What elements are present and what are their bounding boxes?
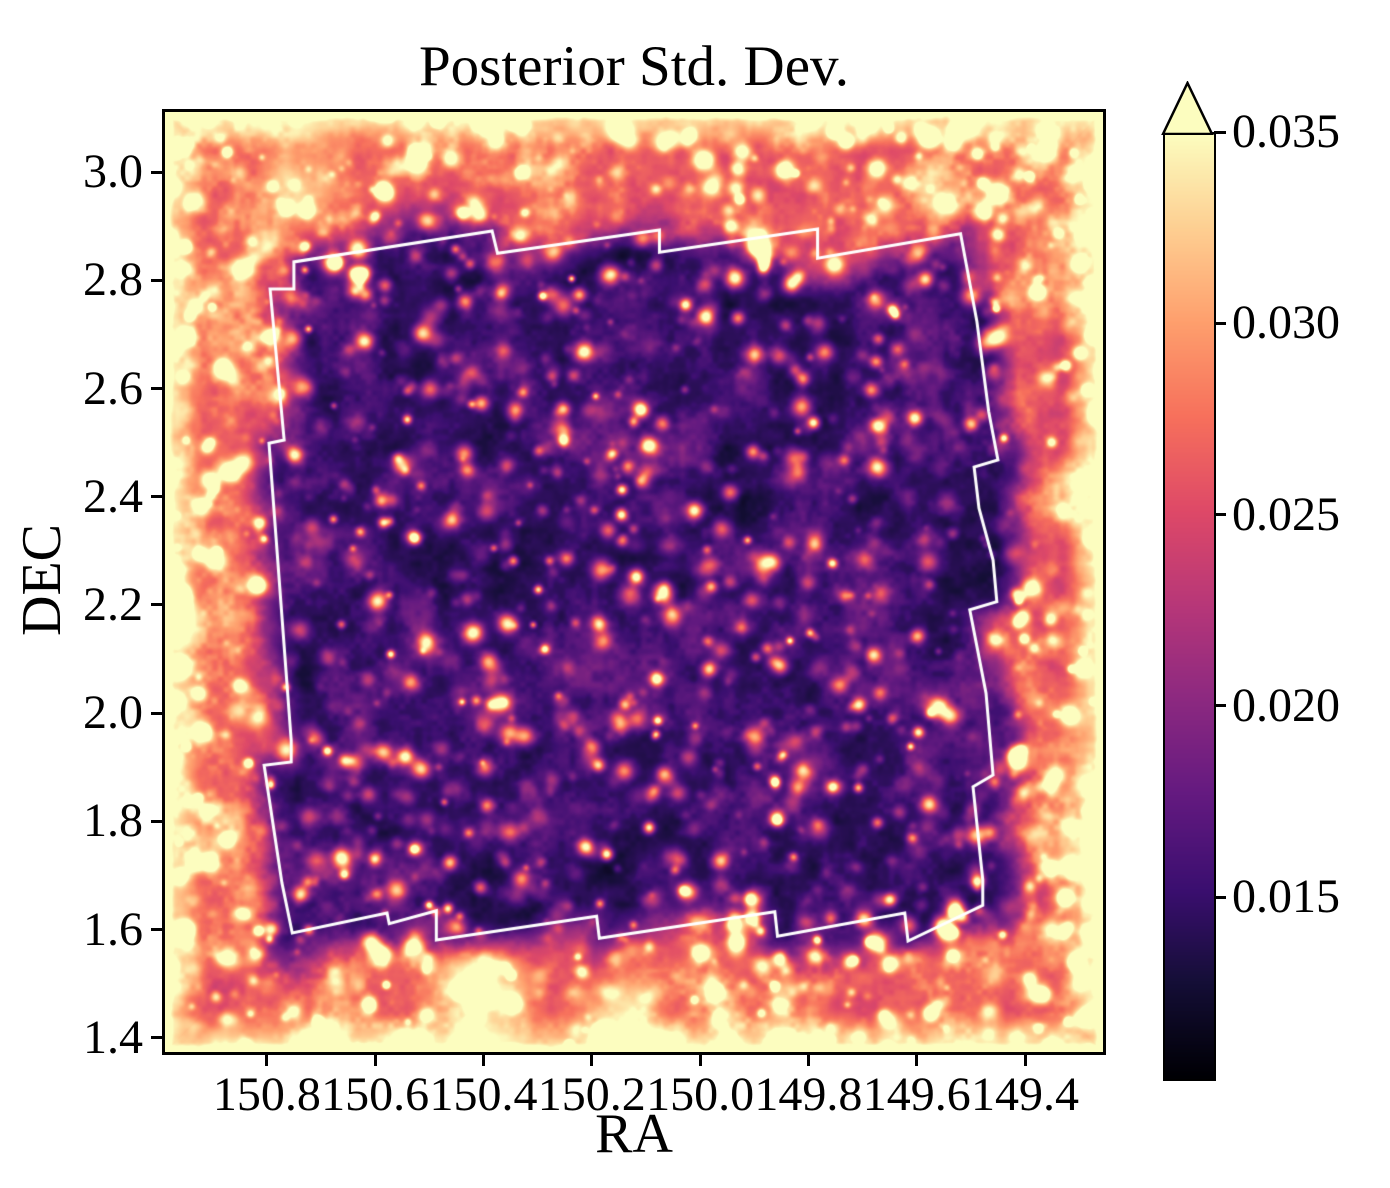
x-tick-label: 150.6 xyxy=(321,1068,430,1121)
x-tick-label: 149.8 xyxy=(754,1068,863,1121)
y-tick-label: 1.6 xyxy=(83,902,143,956)
y-tick-label: 2.8 xyxy=(83,253,143,307)
y-tick-label: 1.8 xyxy=(83,794,143,848)
colorbar-tick-mark xyxy=(1214,130,1226,134)
heatmap-image xyxy=(165,112,1103,1052)
x-tick-mark xyxy=(806,1055,810,1066)
colorbar-arrow-shape xyxy=(1161,81,1214,135)
y-tick-mark xyxy=(151,495,162,499)
y-tick-mark xyxy=(151,278,162,282)
colorbar-tick-label: 0.015 xyxy=(1232,870,1340,924)
x-tick-label: 149.6 xyxy=(862,1068,971,1121)
y-tick-label: 3.0 xyxy=(83,145,143,199)
x-axis-label: RA xyxy=(595,1103,673,1165)
x-tick-label: 150.2 xyxy=(537,1068,646,1121)
x-tick-label: 149.4 xyxy=(971,1068,1079,1121)
x-tick-mark xyxy=(1023,1055,1027,1066)
colorbar-tick-label: 0.030 xyxy=(1232,296,1340,350)
colorbar-tick-mark xyxy=(1214,895,1226,899)
plot-title: Posterior Std. Dev. xyxy=(418,35,850,98)
x-tick-mark xyxy=(590,1055,594,1066)
x-tick-mark xyxy=(698,1055,702,1066)
colorbar-tick-label: 0.020 xyxy=(1232,678,1340,732)
x-tick-label: 150.0 xyxy=(646,1068,755,1121)
y-tick-label: 2.6 xyxy=(83,361,143,415)
x-tick-mark xyxy=(265,1055,269,1066)
y-tick-label: 1.4 xyxy=(83,1010,143,1064)
colorbar-extend-arrow xyxy=(1161,81,1214,135)
x-tick-mark xyxy=(373,1055,377,1066)
y-tick-label: 2.4 xyxy=(83,469,143,523)
y-tick-mark xyxy=(151,170,162,174)
colorbar-tick-label: 0.035 xyxy=(1232,105,1340,158)
y-tick-mark xyxy=(151,819,162,823)
y-tick-label: 2.2 xyxy=(83,577,143,631)
colorbar-gradient xyxy=(1163,132,1216,1081)
y-tick-mark xyxy=(151,928,162,932)
colorbar-tick-mark xyxy=(1214,704,1226,708)
colorbar-tick-mark xyxy=(1214,513,1226,517)
y-tick-mark xyxy=(151,1036,162,1040)
x-tick-label: 150.8 xyxy=(212,1068,321,1121)
y-tick-mark xyxy=(151,387,162,391)
colorbar-tick-mark xyxy=(1214,321,1226,325)
y-tick-mark xyxy=(151,711,162,715)
x-tick-label: 150.4 xyxy=(429,1068,538,1121)
y-axis-label: DEC xyxy=(11,524,73,636)
colorbar-tick-label: 0.025 xyxy=(1232,487,1340,541)
y-tick-mark xyxy=(151,603,162,607)
x-tick-mark xyxy=(915,1055,919,1066)
x-tick-mark xyxy=(481,1055,485,1066)
y-tick-label: 2.0 xyxy=(83,686,143,740)
